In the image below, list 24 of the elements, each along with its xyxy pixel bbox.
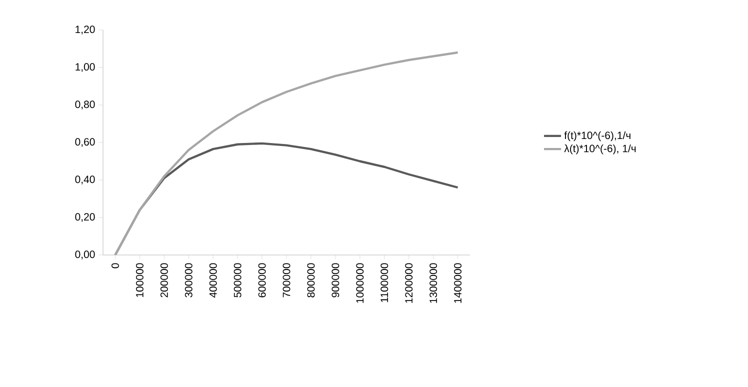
- y-tick-label: 1,00: [76, 63, 95, 72]
- x-tick-label: 800000: [307, 263, 315, 298]
- y-tick-label: 0,60: [75, 138, 95, 147]
- x-tick-label: 1300000: [430, 263, 438, 303]
- legend-label: λ(t)*10^(-6), 1/ч: [564, 144, 636, 154]
- x-tick-label: 400000: [209, 263, 217, 298]
- x-tick-label: 200000: [160, 263, 168, 298]
- x-tick-label: 1400000: [454, 263, 462, 303]
- x-tick-label: 1100000: [380, 263, 388, 302]
- x-tick-label: 100000: [136, 263, 144, 298]
- x-tick-label: 1200000: [405, 263, 413, 303]
- y-tick-label: 0,20: [75, 213, 95, 222]
- y-tick-label: 0,40: [75, 176, 95, 184]
- legend-label: f(t)*10^(-6),1/ч: [564, 131, 630, 142]
- y-tick-label: 1,20: [76, 26, 95, 34]
- x-tick-label: 500000: [234, 263, 242, 298]
- x-tick-label: 700000: [282, 263, 290, 298]
- x-tick-label: 600000: [258, 263, 266, 298]
- x-tick-label: 300000: [184, 263, 192, 298]
- x-tick-label: 900000: [332, 263, 340, 298]
- y-tick-label: 0,00: [75, 250, 95, 260]
- y-tick-label: 0,80: [75, 100, 95, 110]
- x-tick-label: 1000000: [356, 263, 364, 303]
- x-tick-label: 0: [112, 263, 119, 268]
